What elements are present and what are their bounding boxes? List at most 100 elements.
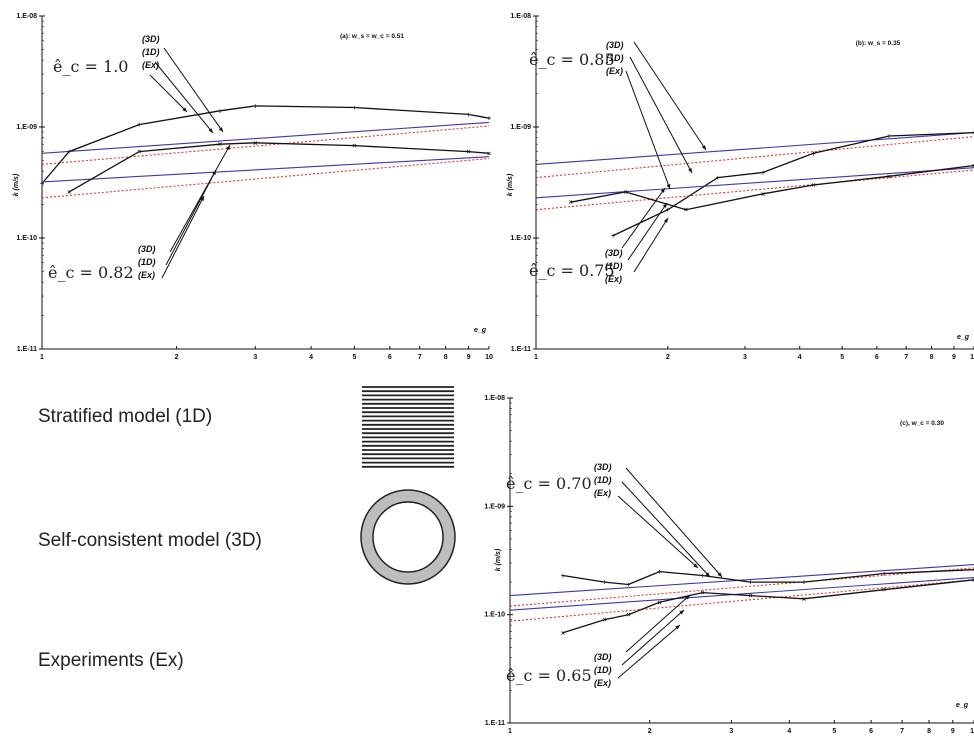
data-point-marker: + <box>352 105 356 112</box>
x-tick-label: 1 <box>40 354 44 361</box>
y-tick-label: 1.E-10 <box>16 235 37 242</box>
y-axis-label: k (m/s) <box>13 173 20 196</box>
data-point-marker: + <box>253 103 257 110</box>
y-tick-label: 1.E-11 <box>485 720 505 727</box>
chart-panel-c: 1.E-11 1.E-10 1.E-09 1.E-08 1 2 3 4 5 6 7 8 9 10 k (m/… <box>484 395 974 735</box>
leader-arrow <box>163 47 224 133</box>
series-upper-1D <box>41 125 490 165</box>
legend-stratified-label: Stratified model (1D) <box>38 406 213 427</box>
x-tick-label: 9 <box>467 354 471 361</box>
data-point-marker: × <box>67 189 71 196</box>
ec-annotation-upper: ê_c = 0.70 <box>506 474 592 493</box>
leader-arrow <box>149 74 188 113</box>
y-tick-label: 1.E-10 <box>510 235 531 242</box>
series-lower-Ex <box>570 164 974 211</box>
arrow-head <box>212 170 216 175</box>
x-axis-label: e_g <box>474 327 487 334</box>
data-point-marker: + <box>466 112 470 119</box>
arrow-head <box>685 595 690 600</box>
series-tag-lower: (Ex) <box>605 274 622 284</box>
arrow-head <box>688 168 692 173</box>
series-tag-lower: (Ex) <box>594 678 611 688</box>
series-lower-1D <box>509 579 974 622</box>
x-tick-label: 8 <box>930 354 934 361</box>
ec-annotation-upper: ê_c = 1.0 <box>53 57 128 76</box>
data-point-marker: × <box>569 200 573 207</box>
data-point-marker: + <box>701 573 705 580</box>
data-point-marker: + <box>67 149 71 156</box>
data-point-marker: × <box>626 612 630 619</box>
x-tick-label: 9 <box>951 728 955 735</box>
data-point-marker: × <box>882 587 886 594</box>
data-point-marker: × <box>603 617 607 624</box>
series-tag-lower: (1D) <box>594 665 612 675</box>
series-lower-3D <box>535 167 974 199</box>
ec-annotation-upper: ê_c = 0.85 <box>529 50 615 69</box>
arrow-head <box>218 127 223 132</box>
leader-arrow <box>154 61 214 134</box>
series-lower-1D <box>535 169 974 211</box>
x-tick-label: 8 <box>444 354 448 361</box>
x-tick-label: 10 <box>970 354 974 361</box>
leader-arrow <box>621 609 685 666</box>
chart-panel-b: 1.E-11 1.E-10 1.E-09 1.E-08 1 2 3 4 5 6 7 8 9 10 k (m/… <box>507 13 974 361</box>
data-point-marker: + <box>626 582 630 589</box>
series-tag-lower: (3D) <box>605 248 623 258</box>
series-tag-upper: (1D) <box>606 53 624 63</box>
arrow-head <box>662 203 667 208</box>
series-tag-upper: (3D) <box>594 462 612 472</box>
data-point-marker: + <box>487 116 491 123</box>
y-axis-label: k (m/s) <box>495 548 502 571</box>
data-point-marker: × <box>972 163 974 170</box>
leader-arrow <box>617 624 681 679</box>
series-tag-lower: (1D) <box>605 261 623 271</box>
ring-inner <box>372 501 444 573</box>
leader-arrow <box>629 56 693 174</box>
leader-arrow <box>165 169 217 266</box>
x-tick-label: 10 <box>970 728 974 735</box>
ec-annotation-lower: ê_c = 0.65 <box>506 666 592 685</box>
arrow-head <box>660 188 665 193</box>
x-tick-label: 5 <box>352 354 356 361</box>
series-tag-lower: (3D) <box>594 652 612 662</box>
y-tick-label: 1.E-11 <box>17 346 37 353</box>
series-upper-3D <box>535 132 974 165</box>
data-point-marker: + <box>972 567 974 574</box>
arrow-head <box>666 184 671 189</box>
x-tick-label: 4 <box>798 354 802 361</box>
panel-title: (a): w_s = w_c = 0.51 <box>340 33 404 40</box>
arrow-head <box>663 218 668 223</box>
x-tick-label: 6 <box>869 728 873 735</box>
leader-arrow <box>625 594 691 653</box>
data-point-marker: × <box>352 143 356 150</box>
x-tick-label: 4 <box>309 354 313 361</box>
y-tick-label: 1.E-09 <box>16 124 37 131</box>
x-tick-label: 5 <box>832 728 836 735</box>
series-tag-lower: (3D) <box>138 244 156 254</box>
series-tag-upper: (1D) <box>142 47 160 57</box>
series-tag-lower: (1D) <box>138 257 156 267</box>
arrow-head <box>701 145 706 150</box>
leader-arrow <box>625 467 723 578</box>
series-tag-upper: (Ex) <box>142 60 159 70</box>
ec-annotation-lower: ê_c = 0.75 <box>529 261 615 280</box>
y-tick-label: 1.E-11 <box>511 346 531 353</box>
series-upper-3D <box>509 564 974 597</box>
x-tick-label: 7 <box>904 354 908 361</box>
data-point-marker: + <box>716 175 720 182</box>
data-point-marker: × <box>749 593 753 600</box>
x-tick-label: 6 <box>875 354 879 361</box>
series-upper-Ex <box>41 105 490 184</box>
stratified-layers-icon <box>362 386 454 468</box>
y-tick-label: 1.E-09 <box>510 124 531 131</box>
data-point-marker: + <box>811 151 815 158</box>
arrow-head <box>182 107 187 112</box>
data-point-marker: × <box>811 183 815 190</box>
x-axis-label: e_g <box>956 702 969 709</box>
data-point-marker: + <box>40 181 44 188</box>
arrow-head <box>675 625 680 630</box>
data-point-marker: + <box>802 580 806 587</box>
series-tag-upper: (3D) <box>142 34 160 44</box>
data-point-marker: × <box>137 149 141 156</box>
